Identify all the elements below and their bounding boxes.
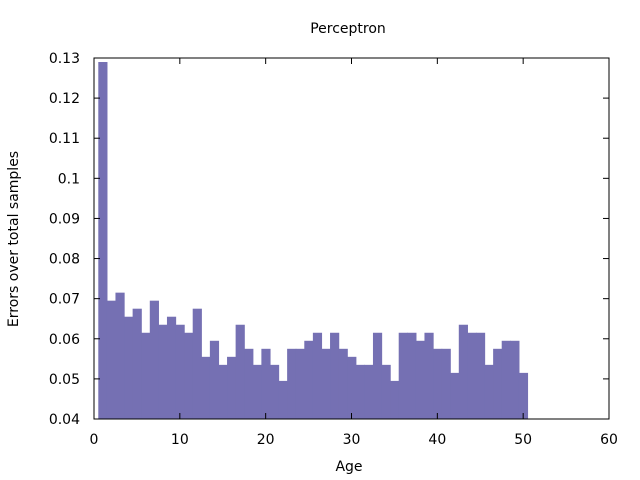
- x-tick-label: 30: [343, 432, 361, 448]
- ticks: [93, 57, 610, 420]
- bar: [330, 332, 340, 419]
- tick-labels: 0 10 20 30 40 50 60 0.04 0.05 0.06 0.07 0.08 0.09 0.1…: [49, 51, 618, 448]
- y-tick-label: 0.07: [49, 292, 80, 308]
- bar: [433, 348, 443, 419]
- bar: [141, 332, 151, 419]
- x-axis-label: Age: [335, 459, 362, 475]
- y-tick-label: 0.12: [49, 91, 80, 107]
- x-tick-label: 40: [428, 432, 446, 448]
- bar: [201, 356, 211, 419]
- bar: [398, 332, 408, 419]
- bar: [312, 332, 323, 419]
- bar: [278, 380, 288, 419]
- x-tick-label: 50: [514, 432, 532, 448]
- x-tick-label: 0: [90, 432, 99, 448]
- bar: [218, 364, 228, 419]
- chart-title: Perceptron: [310, 21, 386, 37]
- y-axis-label: Errors over total samples: [6, 151, 22, 327]
- y-tick-label: 0.05: [49, 372, 80, 388]
- bar: [501, 340, 511, 419]
- bar: [407, 332, 417, 419]
- x-tick-label: 20: [257, 432, 275, 448]
- y-tick-label: 0.08: [49, 252, 80, 268]
- bar: [458, 324, 468, 419]
- bar: [115, 292, 125, 419]
- bar: [235, 324, 245, 419]
- bar: [175, 324, 185, 419]
- x-tick-label: 60: [600, 432, 618, 448]
- bar: [209, 340, 220, 419]
- bar: [149, 300, 159, 419]
- bar: [347, 356, 357, 419]
- y-tick-label: 0.09: [49, 211, 80, 227]
- bar: [124, 316, 134, 419]
- bar: [475, 332, 486, 419]
- y-tick-label: 0.11: [49, 131, 80, 147]
- x-tick-label: 10: [171, 432, 189, 448]
- bar: [304, 340, 314, 419]
- bar: [252, 364, 262, 419]
- bar: [450, 372, 460, 419]
- bar: [364, 364, 374, 419]
- bar: [415, 340, 426, 419]
- bar: [184, 332, 194, 419]
- bar: [510, 340, 520, 419]
- bars: [98, 62, 529, 420]
- bar: [381, 364, 391, 419]
- bar: [287, 348, 297, 419]
- bar: [269, 364, 280, 419]
- bar: [424, 332, 434, 419]
- bar: [390, 380, 400, 419]
- bar: [98, 62, 108, 420]
- bar: [518, 372, 529, 419]
- bar: [372, 332, 383, 419]
- bar: [192, 308, 202, 419]
- bar: [338, 348, 348, 419]
- bar: [493, 348, 503, 419]
- bar: [484, 364, 494, 419]
- y-tick-label: 0.06: [49, 332, 80, 348]
- bar: [106, 300, 117, 419]
- bar: [166, 316, 177, 419]
- bar: [441, 348, 451, 419]
- bar: [158, 324, 168, 419]
- bar: [355, 364, 365, 419]
- bar: [295, 348, 305, 419]
- y-tick-label: 0.1: [58, 171, 80, 187]
- bar: [132, 308, 142, 419]
- bar: [261, 348, 271, 419]
- y-tick-label: 0.04: [49, 412, 80, 428]
- bar: [227, 356, 237, 419]
- bar: [467, 332, 477, 419]
- y-tick-label: 0.13: [49, 51, 80, 67]
- bar: [321, 348, 331, 419]
- bar: [244, 348, 254, 419]
